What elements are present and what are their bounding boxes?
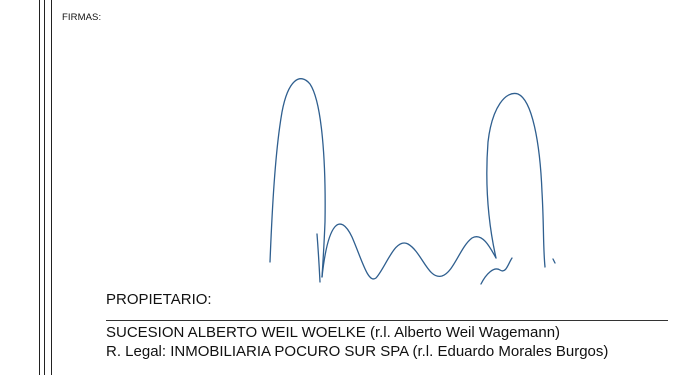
document-margin-lines xyxy=(0,0,60,375)
section-label: FIRMAS: xyxy=(62,12,102,23)
margin-line xyxy=(51,0,52,375)
margin-line xyxy=(44,0,45,375)
handwritten-signature xyxy=(269,78,556,285)
legal-representative: R. Legal: INMOBILIARIA POCURO SUR SPA (r… xyxy=(106,343,609,360)
margin-line xyxy=(39,0,40,375)
signature-line xyxy=(106,320,668,321)
owner-name: SUCESION ALBERTO WEIL WOELKE (r.l. Alber… xyxy=(106,324,561,341)
signer-role-label: PROPIETARIO: xyxy=(106,291,212,308)
